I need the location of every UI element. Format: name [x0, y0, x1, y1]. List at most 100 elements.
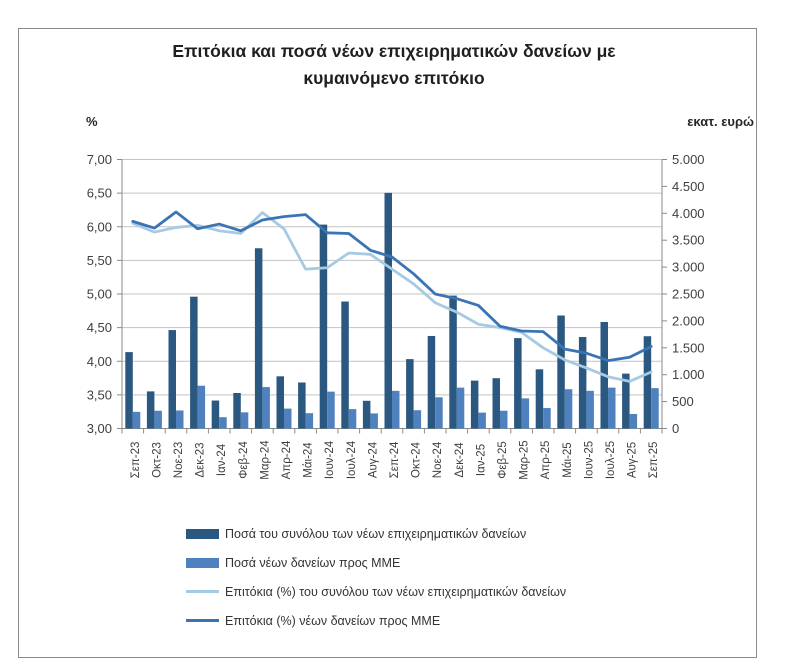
x-axis-category-label: Ιαν-25	[475, 444, 487, 476]
legend-item: Ποσά του συνόλου των νέων επιχειρηματικώ…	[186, 519, 566, 548]
bar-total-loans	[535, 369, 544, 429]
left-axis-tick-label: 7,00	[87, 152, 112, 167]
right-axis-tick-label: 0	[672, 421, 679, 436]
chart-title-line1: Επιτόκια και ποσά νέων επιχειρηματικών δ…	[172, 41, 616, 61]
legend-item-label: Επιτόκια (%) νέων δανείων προς ΜΜΕ	[225, 613, 441, 628]
chart-title: Επιτόκια και ποσά νέων επιχειρηματικών δ…	[0, 38, 788, 92]
x-axis-category-label: Φεβ-25	[497, 441, 509, 479]
bar-total-loans	[276, 376, 284, 429]
x-axis-category-label: Δεκ-23	[195, 442, 207, 477]
bar-sme-loans	[521, 398, 530, 429]
bar-total-loans	[384, 192, 392, 429]
bar-sme-loans	[543, 408, 551, 429]
x-axis-category-label: Οκτ-23	[151, 442, 163, 478]
legend-item-label: Ποσά νέων δανείων προς ΜΜΕ	[225, 555, 401, 570]
bar-total-loans	[298, 382, 306, 429]
bar-total-loans	[319, 224, 328, 429]
x-axis-category-label: Ιουλ-24	[346, 440, 358, 479]
legend-item-label: Ποσά του συνόλου των νέων επιχειρηματικώ…	[225, 526, 527, 541]
left-axis-tick-label: 4,50	[87, 320, 112, 335]
right-axis-tick-label: 2.500	[672, 287, 705, 302]
bar-sme-loans	[435, 397, 443, 429]
bar-total-loans	[254, 248, 263, 429]
bar-sme-loans	[240, 412, 249, 429]
bar-total-loans	[470, 380, 479, 429]
bar-total-loans	[492, 378, 500, 429]
bar-sme-loans	[608, 387, 616, 429]
right-axis-tick-label: 4.000	[672, 206, 705, 221]
left-axis-tick-label: 5,50	[87, 253, 112, 268]
bar-sme-loans	[284, 408, 292, 429]
bar-total-loans	[211, 400, 220, 429]
line-rate-sme	[131, 210, 653, 362]
bar-total-loans	[643, 336, 652, 429]
chart-legend: Ποσά του συνόλου των νέων επιχειρηματικώ…	[186, 519, 566, 635]
x-axis-category-label: Ιουν-25	[583, 441, 595, 479]
left-axis-unit-label: %	[86, 114, 98, 129]
bar-total-loans	[168, 330, 176, 429]
x-axis-category-label: Νοε-23	[173, 442, 185, 478]
bar-total-loans	[146, 391, 155, 429]
x-axis-category-label: Ιουν-24	[324, 440, 336, 479]
x-axis-category-label: Μάι-25	[562, 442, 574, 477]
bar-sme-loans	[219, 417, 227, 429]
bar-total-loans	[341, 301, 349, 429]
bar-sme-loans	[456, 387, 465, 429]
bar-sme-loans	[629, 413, 638, 429]
bar-total-loans	[449, 295, 457, 429]
legend-item: Ποσά νέων δανείων προς ΜΜΕ	[186, 548, 566, 577]
bar-total-loans	[362, 400, 371, 429]
bar-sme-loans	[197, 385, 206, 429]
legend-item-label: Επιτόκια (%) του συνόλου των νέων επιχει…	[225, 584, 567, 599]
x-axis-category-label: Απρ-25	[540, 441, 552, 480]
bar-total-loans	[406, 359, 414, 429]
bar-total-loans	[578, 337, 587, 429]
bar-sme-loans	[564, 389, 573, 429]
legend-bar-swatch	[186, 528, 219, 539]
x-axis-category-label: Φεβ-24	[238, 441, 250, 479]
bar-sme-loans	[500, 410, 508, 429]
bar-total-loans	[233, 392, 241, 429]
bar-sme-loans	[586, 390, 594, 429]
bar-total-loans	[190, 296, 198, 429]
bar-sme-loans	[176, 410, 184, 429]
bar-total-loans	[514, 338, 522, 429]
x-axis-category-label: Ιουλ-25	[605, 441, 617, 479]
bar-sme-loans	[413, 410, 422, 429]
bar-total-loans	[557, 315, 565, 429]
legend-item: Επιτόκια (%) νέων δανείων προς ΜΜΕ	[186, 606, 566, 635]
line-rate-total	[131, 211, 653, 383]
right-axis-tick-label: 2.000	[672, 313, 705, 328]
x-axis-category-label: Μαρ-25	[519, 440, 531, 479]
x-axis-category-label: Σεπ-25	[648, 442, 660, 479]
x-axis-category-label: Σεπ-23	[130, 442, 142, 479]
chart-title-line2: κυμαινόμενο επιτόκιο	[303, 68, 485, 88]
x-axis-category-label: Νοε-24	[432, 441, 444, 478]
right-axis-tick-label: 4.500	[672, 179, 705, 194]
left-axis-tick-label: 6,50	[87, 186, 112, 201]
bar-sme-loans	[370, 413, 378, 429]
bar-sme-loans	[651, 388, 659, 429]
bar-sme-loans	[154, 410, 162, 429]
x-axis-category-label: Αυγ-25	[627, 442, 639, 478]
x-axis-category-label: Ιαν-24	[216, 443, 228, 476]
legend-bar-swatch	[186, 557, 219, 568]
right-axis-tick-label: 3.500	[672, 233, 705, 248]
x-axis-category-label: Απρ-24	[281, 440, 293, 479]
bar-sme-loans	[132, 411, 141, 429]
bar-sme-loans	[262, 387, 270, 429]
x-axis-category-label: Οκτ-24	[411, 441, 423, 477]
legend-line-swatch	[186, 619, 219, 622]
right-axis-tick-label: 5.000	[672, 152, 705, 167]
right-axis-unit-label: εκατ. ευρώ	[687, 114, 754, 129]
right-axis-tick-label: 3.000	[672, 260, 705, 275]
x-axis-category-label: Μαρ-24	[259, 440, 271, 480]
bar-sme-loans	[305, 413, 314, 429]
left-axis-tick-label: 3,00	[87, 421, 112, 436]
bar-total-loans	[125, 352, 133, 429]
left-axis-tick-label: 5,00	[87, 287, 112, 302]
x-axis-category-label: Σεπ-24	[389, 441, 401, 478]
bar-total-loans	[427, 335, 436, 429]
x-axis-category-label: Δεκ-24	[454, 442, 466, 478]
bar-sme-loans	[327, 391, 335, 429]
